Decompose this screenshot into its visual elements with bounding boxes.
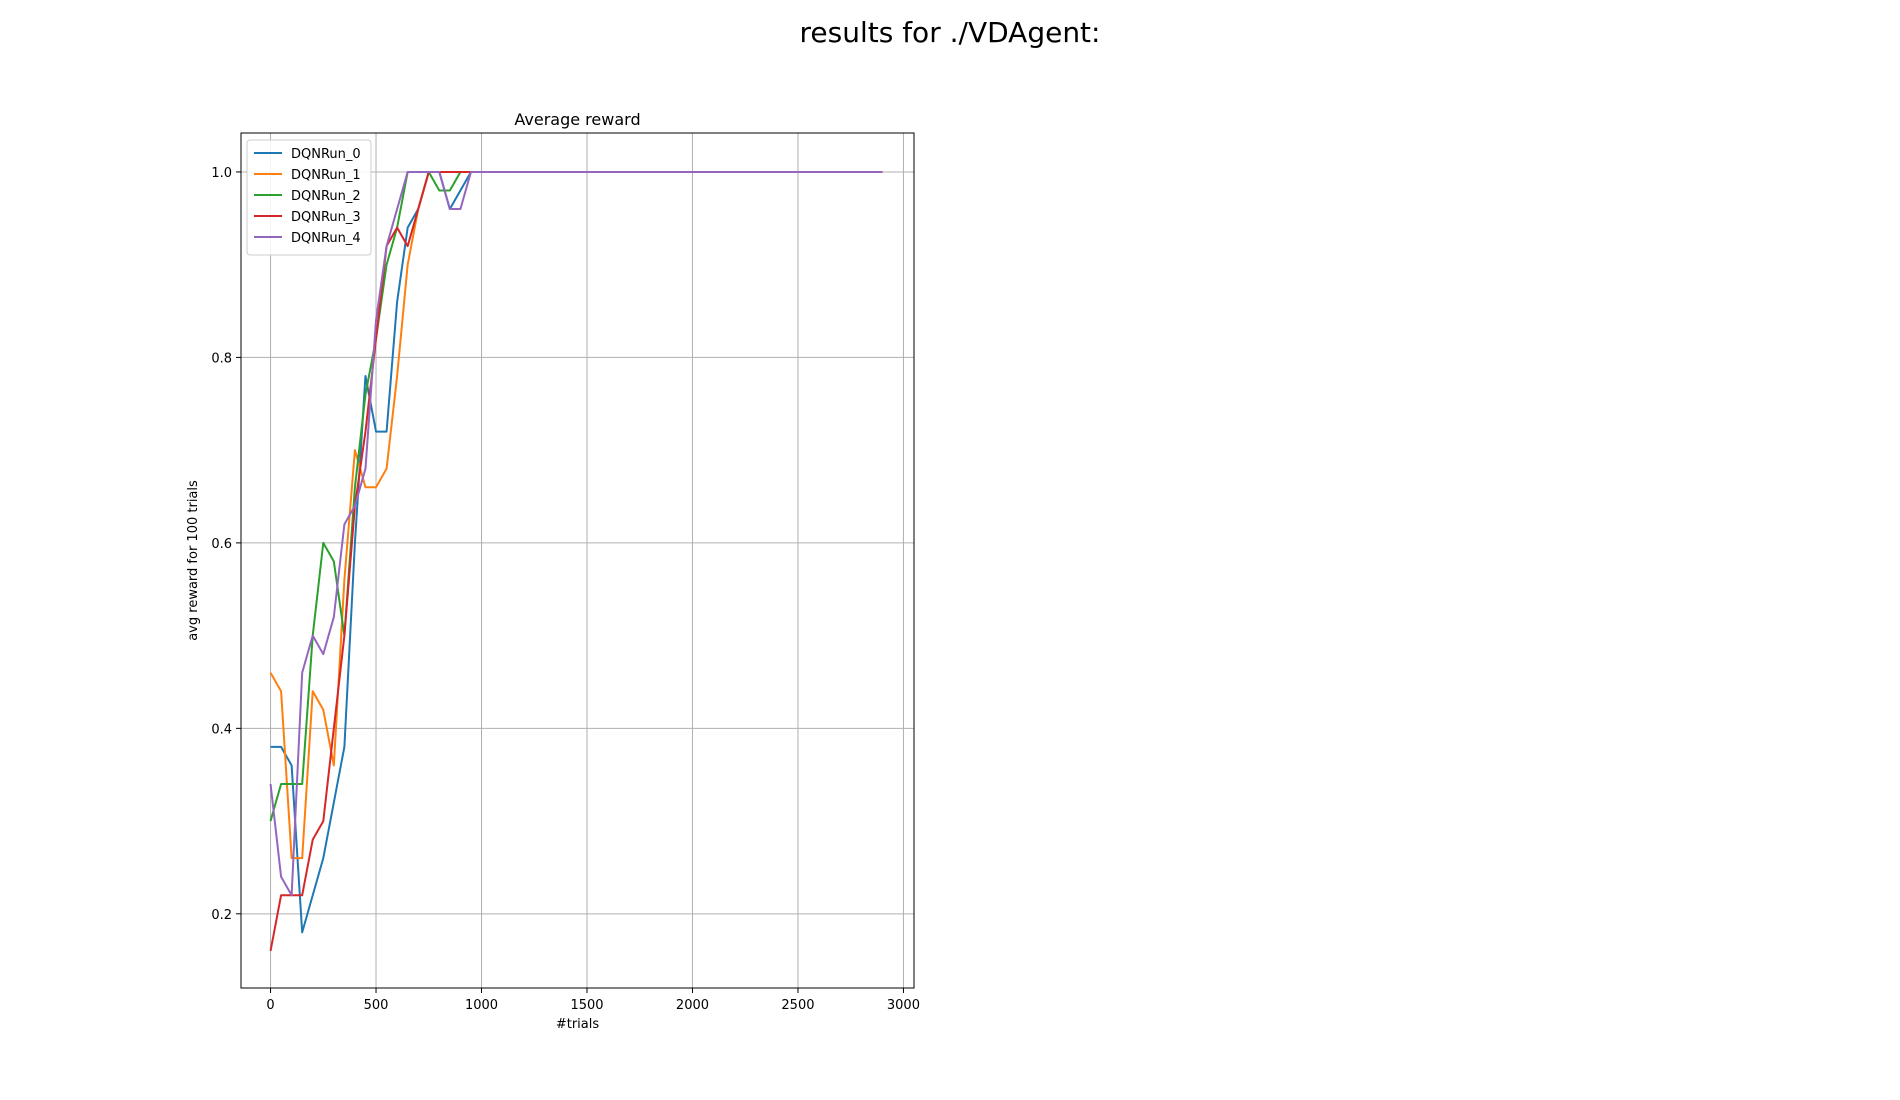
x-tick-label: 2500 <box>781 998 814 1013</box>
legend-label: DQNRun_2 <box>291 189 361 204</box>
figure-title: results for ./VDAgent: <box>799 16 1101 49</box>
legend-label: DQNRun_3 <box>291 210 361 225</box>
legend-label: DQNRun_4 <box>291 231 361 246</box>
y-tick-label: 0.4 <box>211 722 232 737</box>
series-line-DQNRun_1 <box>269 170 883 860</box>
grid-layer <box>241 133 914 988</box>
plot-frame <box>240 132 915 989</box>
legend-label: DQNRun_1 <box>291 168 361 183</box>
y-tick-label: 0.6 <box>211 537 232 552</box>
y-tick-label: 0.8 <box>211 351 232 366</box>
x-axis-label: #trials <box>556 1017 600 1032</box>
series-line-DQNRun_3 <box>269 170 883 952</box>
x-tick-label: 1500 <box>570 998 603 1013</box>
series-layer <box>269 170 883 952</box>
series-line-DQNRun_2 <box>269 170 883 822</box>
x-tick-label: 3000 <box>887 998 920 1013</box>
y-tick-label: 0.2 <box>211 908 232 923</box>
legend-label: DQNRun_0 <box>291 147 361 162</box>
y-axis-label: avg reward for 100 trials <box>186 480 201 641</box>
legend-box <box>246 139 372 256</box>
x-tick-label: 500 <box>364 998 389 1013</box>
x-tick-label: 0 <box>266 998 274 1013</box>
chart-title: Average reward <box>514 110 640 129</box>
tick-layer: 0 500 1000 1500 2000 2500 3000 0.2 0.4 0.6 0.8 1.0 <box>211 166 920 1013</box>
legend: DQNRun_0 DQNRun_1 DQNRun_2 DQNRun_3 DQNRun_4 <box>246 139 372 256</box>
x-tick-label: 2000 <box>676 998 709 1013</box>
series-line-DQNRun_0 <box>270 170 883 934</box>
x-tick-label: 1000 <box>465 998 498 1013</box>
y-tick-label: 1.0 <box>211 166 232 181</box>
series-line-DQNRun_4 <box>269 170 883 897</box>
